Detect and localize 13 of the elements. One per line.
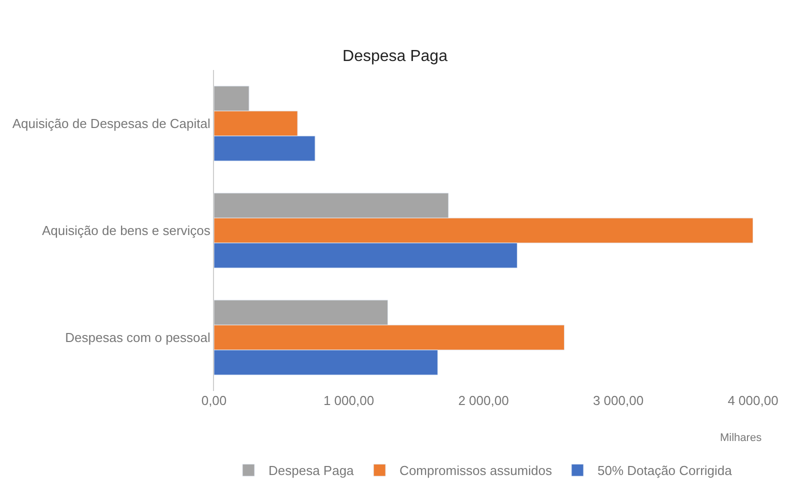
y-tick-label: Aquisição de Despesas de Capital — [12, 116, 211, 132]
chart-title: Despesa Paga — [342, 48, 448, 65]
legend-label: Despesa Paga — [268, 463, 355, 478]
x-tick-label: 2 000,00 — [458, 393, 509, 408]
legend-label: 50% Dotação Corrigida — [597, 463, 733, 478]
legend-label: Compromissos assumidos — [400, 463, 552, 478]
x-tick-label: 0,00 — [201, 393, 227, 408]
x-tick-label: 3 000,00 — [592, 393, 644, 408]
x-tick-label: 4 000,00 — [728, 393, 778, 408]
y-tick-label: Aquisição de bens e serviços — [42, 223, 211, 238]
y-tick-label: Despesas com o pessoal — [65, 330, 211, 346]
x-axis-title: Milhares — [720, 432, 762, 444]
x-tick-label: 1 000,00 — [323, 393, 374, 408]
